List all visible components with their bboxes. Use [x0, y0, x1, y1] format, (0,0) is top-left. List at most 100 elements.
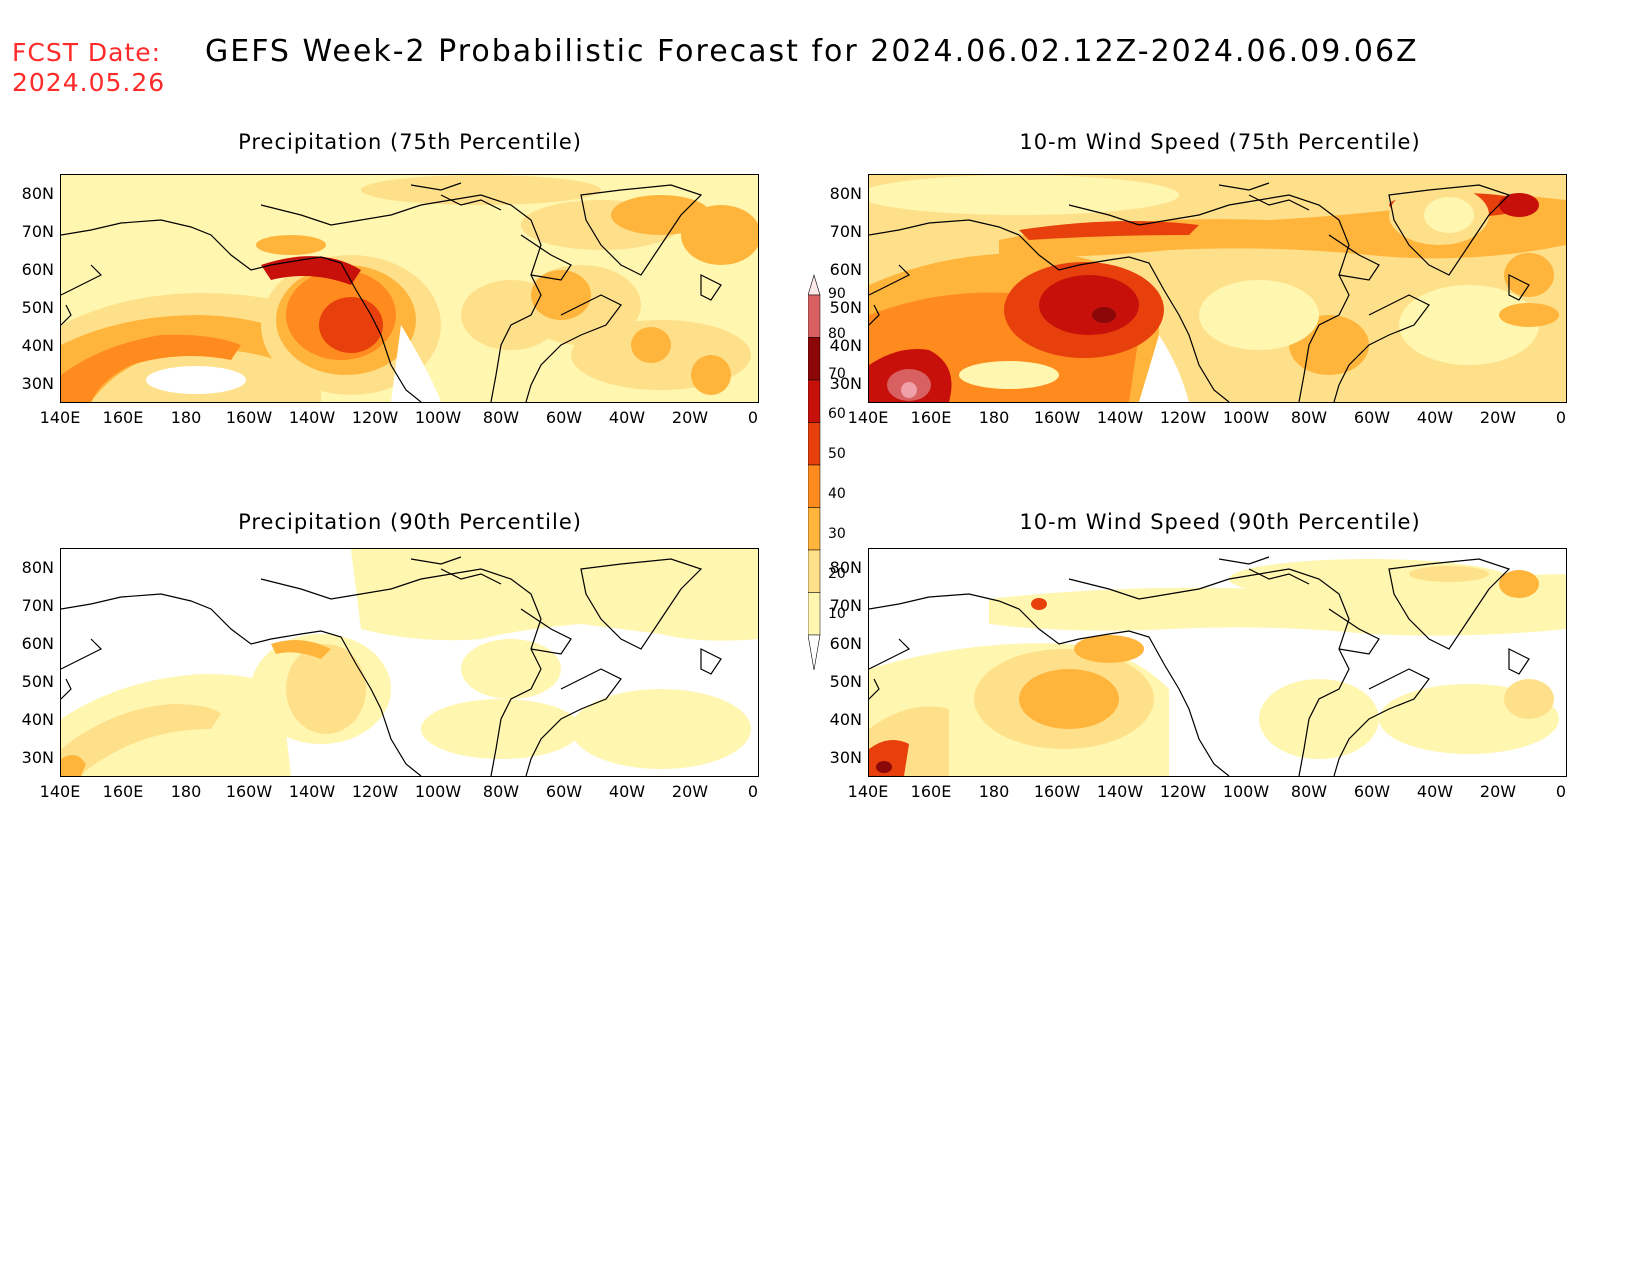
panel-title-precip-75: Precipitation (75th Percentile)	[238, 130, 582, 154]
lat-tick-label: 80N	[21, 558, 54, 577]
lon-tick-label: 40W	[608, 782, 646, 801]
lon-tick-label: 180	[170, 408, 202, 427]
lat-tick-label: 70N	[21, 222, 54, 241]
lon-tick-label: 0	[1555, 782, 1567, 801]
lon-tick-label: 80W	[482, 782, 520, 801]
fcst-date-block: FCST Date: 2024.05.26	[12, 38, 165, 98]
colorbar-swatch	[807, 592, 821, 636]
lon-tick-label: 120W	[1159, 408, 1207, 427]
lon-tick-label: 140E	[39, 408, 81, 427]
lat-tick-label: 50N	[21, 298, 54, 317]
lon-tick-label: 160E	[102, 408, 144, 427]
panel-title-wind-75: 10-m Wind Speed (75th Percentile)	[1019, 130, 1421, 154]
lon-tick-label: 20W	[671, 782, 709, 801]
panel-title-wind-90: 10-m Wind Speed (90th Percentile)	[1019, 510, 1421, 534]
lon-tick-label: 20W	[1479, 782, 1517, 801]
lon-tick-label: 160W	[1033, 408, 1081, 427]
lon-tick-label: 140W	[288, 408, 336, 427]
colorbar-swatch	[807, 464, 821, 508]
colorbar-level-label: 90	[828, 286, 846, 302]
colorbar-swatch	[807, 294, 821, 338]
lat-tick-label: 80N	[829, 558, 862, 577]
colorbar-top-arrow	[807, 273, 821, 296]
lat-tick-label: 70N	[21, 596, 54, 615]
lat-tick-label: 30N	[21, 748, 54, 767]
lon-tick-label: 40W	[608, 408, 646, 427]
lon-tick-label: 140E	[847, 782, 889, 801]
lat-tick-label: 50N	[829, 298, 862, 317]
colorbar-level-label: 10	[828, 606, 846, 622]
lon-tick-label: 0	[747, 408, 759, 427]
lon-tick-label: 140E	[39, 782, 81, 801]
lon-tick-label: 80W	[1290, 782, 1328, 801]
lon-tick-label: 40W	[1416, 408, 1454, 427]
lon-tick-label: 0	[1555, 408, 1567, 427]
map-wind-90	[868, 548, 1567, 777]
lat-tick-label: 60N	[21, 634, 54, 653]
lat-tick-label: 60N	[21, 260, 54, 279]
lon-tick-label: 180	[170, 782, 202, 801]
lon-tick-label: 100W	[414, 782, 462, 801]
lon-tick-label: 60W	[545, 782, 583, 801]
lon-tick-label: 100W	[1222, 782, 1270, 801]
lon-tick-label: 160W	[1033, 782, 1081, 801]
lat-tick-label: 60N	[829, 260, 862, 279]
lon-tick-label: 60W	[1353, 782, 1391, 801]
colorbar-swatch	[807, 549, 821, 593]
panel-title-precip-90: Precipitation (90th Percentile)	[238, 510, 582, 534]
colorbar-level-label: 80	[828, 326, 846, 342]
lon-tick-label: 160E	[910, 408, 952, 427]
colorbar-level-label: 40	[828, 486, 846, 502]
lon-tick-label: 0	[747, 782, 759, 801]
lon-tick-label: 140W	[1096, 782, 1144, 801]
lon-tick-label: 120W	[351, 782, 399, 801]
lat-tick-label: 80N	[21, 184, 54, 203]
colorbar-swatch	[807, 507, 821, 551]
colorbar-swatch	[807, 379, 821, 423]
fcst-date-value: 2024.05.26	[12, 68, 166, 97]
lat-tick-label: 30N	[829, 748, 862, 767]
lon-tick-label: 80W	[482, 408, 520, 427]
colorbar-level-label: 60	[828, 406, 846, 422]
lon-tick-label: 100W	[414, 408, 462, 427]
colorbar-bottom-arrow	[807, 634, 821, 671]
lat-tick-label: 30N	[21, 374, 54, 393]
main-title: GEFS Week-2 Probabilistic Forecast for 2…	[205, 34, 1419, 69]
colorbar-level-label: 30	[828, 526, 846, 542]
lon-tick-label: 60W	[545, 408, 583, 427]
lat-tick-label: 40N	[829, 336, 862, 355]
colorbar-swatch	[807, 422, 821, 466]
map-wind-75	[868, 174, 1567, 403]
colorbar-level-label: 50	[828, 446, 846, 462]
lon-tick-label: 180	[978, 408, 1010, 427]
map-precip-90	[60, 548, 759, 777]
lat-tick-label: 60N	[829, 634, 862, 653]
lon-tick-label: 140W	[1096, 408, 1144, 427]
lon-tick-label: 160W	[225, 782, 273, 801]
lon-tick-label: 140E	[847, 408, 889, 427]
lon-tick-label: 140W	[288, 782, 336, 801]
lon-tick-label: 120W	[351, 408, 399, 427]
lon-tick-label: 100W	[1222, 408, 1270, 427]
colorbar-level-label: 70	[828, 366, 846, 382]
lon-tick-label: 160E	[910, 782, 952, 801]
lat-tick-label: 70N	[829, 222, 862, 241]
lat-tick-label: 80N	[829, 184, 862, 203]
lat-tick-label: 40N	[21, 710, 54, 729]
lon-tick-label: 20W	[671, 408, 709, 427]
colorbar	[807, 270, 868, 680]
lat-tick-label: 40N	[21, 336, 54, 355]
lon-tick-label: 60W	[1353, 408, 1391, 427]
lon-tick-label: 160E	[102, 782, 144, 801]
map-precip-75	[60, 174, 759, 403]
lon-tick-label: 160W	[225, 408, 273, 427]
lat-tick-label: 30N	[829, 374, 862, 393]
lat-tick-label: 50N	[829, 672, 862, 691]
colorbar-swatch	[807, 337, 821, 381]
lon-tick-label: 120W	[1159, 782, 1207, 801]
lat-tick-label: 40N	[829, 710, 862, 729]
fcst-date-label: FCST Date:	[12, 38, 162, 67]
lon-tick-label: 180	[978, 782, 1010, 801]
lon-tick-label: 80W	[1290, 408, 1328, 427]
lat-tick-label: 50N	[21, 672, 54, 691]
